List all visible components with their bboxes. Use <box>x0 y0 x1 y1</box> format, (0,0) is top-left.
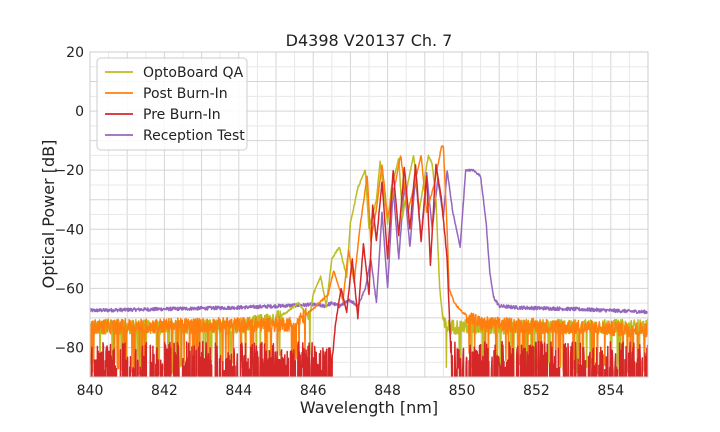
legend-items: OptoBoard QA Post Burn-In Pre Burn-In Recep… <box>105 65 245 144</box>
legend-label: Reception Test <box>143 128 245 144</box>
plot-area <box>90 145 648 377</box>
y-tick-label: 20 <box>66 45 84 61</box>
plot-frame <box>89 51 649 378</box>
x-tick-label: 848 <box>374 383 401 399</box>
series-line-reception-test <box>90 168 648 315</box>
legend-label: Post Burn-In <box>143 86 228 102</box>
chart-title: D4398 V20137 Ch. 7 <box>286 31 453 50</box>
y-tick-label: −60 <box>54 281 84 297</box>
y-tick-labels: 20 0 −20 −40 −60 −80 <box>54 45 84 356</box>
y-tick-label: −80 <box>54 340 84 356</box>
x-tick-label: 850 <box>449 383 476 399</box>
x-tick-label: 854 <box>597 383 624 399</box>
x-tick-label: 840 <box>77 383 104 399</box>
x-tick-label: 852 <box>523 383 550 399</box>
y-tick-label: 0 <box>75 104 84 120</box>
x-axis-label: Wavelength [nm] <box>300 398 438 417</box>
x-tick-label: 842 <box>151 383 178 399</box>
y-tick-label: −40 <box>54 222 84 238</box>
x-tick-label: 846 <box>300 383 327 399</box>
legend: OptoBoard QA Post Burn-In Pre Burn-In Recep… <box>96 57 248 151</box>
series-line-post-burn-in <box>90 145 648 376</box>
legend-box <box>96 57 248 151</box>
legend-label: Pre Burn-In <box>143 107 221 123</box>
x-tick-label: 844 <box>225 383 252 399</box>
y-axis-label: Optical Power [dB] <box>39 140 58 289</box>
series-line-pre-burn-in <box>90 163 648 377</box>
legend-label: OptoBoard QA <box>143 65 244 81</box>
x-tick-labels: 840 842 844 846 848 850 852 854 <box>77 383 625 399</box>
y-tick-label: −20 <box>54 163 84 179</box>
series-layer <box>90 145 648 377</box>
